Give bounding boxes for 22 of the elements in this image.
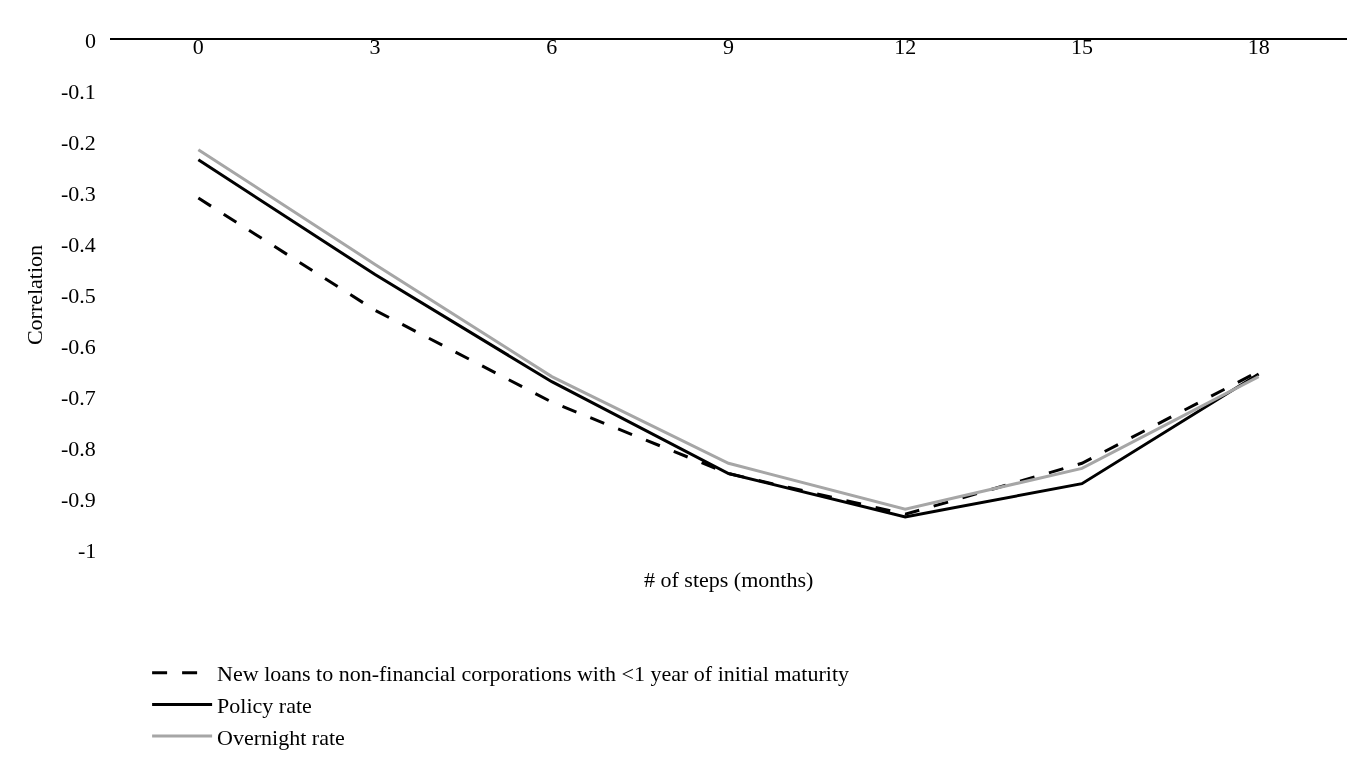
x-tick-label: 9	[723, 33, 734, 59]
y-tick-label: -0.5	[61, 283, 96, 308]
y-tick-label: -1	[78, 538, 97, 563]
y-tick-label: -0.1	[61, 79, 96, 104]
legend-label: New loans to non-financial corporations with <1 year of initial maturity	[217, 661, 850, 687]
legend-label: Policy rate	[217, 692, 312, 718]
y-tick-label: -0.6	[61, 334, 96, 359]
y-tick-label: -0.3	[61, 181, 96, 206]
x-tick-label: 3	[369, 33, 381, 59]
legend-label: Overnight rate	[217, 724, 345, 750]
x-tick-label: 15	[1070, 33, 1093, 59]
y-tick-label: -0.8	[61, 436, 96, 461]
x-axis-title: # of steps (months)	[644, 567, 814, 592]
x-tick-label: 6	[546, 33, 558, 59]
y-tick-label: -0.9	[61, 487, 96, 512]
x-tick-label: 12	[894, 33, 917, 59]
x-tick-label: 18	[1247, 33, 1270, 59]
y-tick-label: -0.4	[61, 232, 96, 257]
y-axis-title: Correlation	[21, 244, 47, 346]
x-tick-label: 0	[192, 33, 204, 59]
y-tick-label: -0.2	[61, 130, 96, 155]
y-tick-label: -0.7	[61, 385, 96, 410]
